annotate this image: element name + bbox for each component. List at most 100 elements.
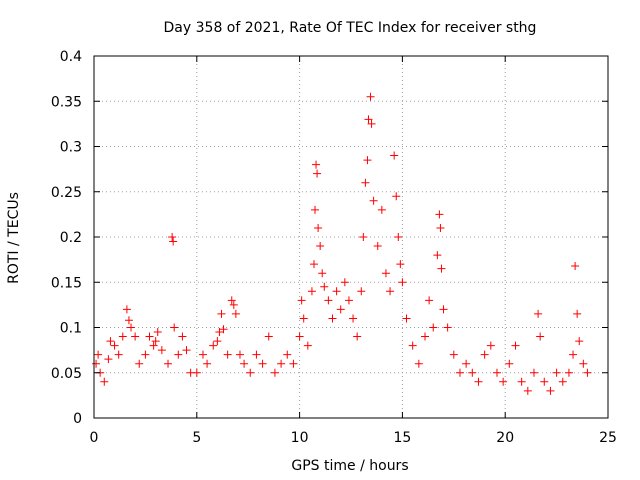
data-point: [94, 350, 103, 359]
data-point: [283, 350, 292, 359]
data-point: [569, 350, 578, 359]
data-point: [219, 325, 228, 334]
data-point: [437, 264, 446, 273]
data-point: [511, 341, 520, 350]
data-point: [313, 169, 322, 178]
data-point: [295, 332, 304, 341]
data-point: [433, 251, 442, 260]
data-point: [402, 314, 411, 323]
data-point: [366, 92, 375, 101]
data-point: [227, 296, 236, 305]
y-tick-label: 0: [73, 411, 82, 427]
data-point: [468, 368, 477, 377]
y-tick-label: 0.15: [51, 275, 82, 291]
data-point: [579, 359, 588, 368]
data-point: [328, 314, 337, 323]
data-point: [486, 341, 495, 350]
data-point: [534, 309, 543, 318]
data-point: [408, 341, 417, 350]
data-point: [455, 368, 464, 377]
data-point: [398, 278, 407, 287]
y-tick-label: 0.25: [51, 185, 82, 201]
data-point: [439, 305, 448, 314]
data-point: [135, 359, 144, 368]
data-point: [320, 282, 329, 291]
data-point: [414, 359, 423, 368]
data-point: [192, 368, 201, 377]
data-point: [151, 337, 160, 346]
data-point: [449, 350, 458, 359]
data-point: [558, 377, 567, 386]
data-point: [429, 323, 438, 332]
data-point: [435, 210, 444, 219]
data-point: [114, 350, 123, 359]
data-point: [92, 359, 101, 368]
data-point: [213, 337, 222, 346]
data-point: [373, 242, 382, 251]
data-point: [443, 323, 452, 332]
data-point: [118, 332, 127, 341]
data-point: [264, 332, 273, 341]
data-point: [436, 223, 445, 232]
data-point: [332, 287, 341, 296]
data-point: [386, 287, 395, 296]
data-point: [104, 355, 113, 364]
data-point: [492, 368, 501, 377]
data-point: [110, 341, 119, 350]
y-tick-label: 0.1: [60, 321, 82, 337]
data-point: [421, 332, 430, 341]
data-point: [153, 328, 162, 337]
data-point: [309, 260, 318, 269]
data-point: [246, 368, 255, 377]
data-point: [127, 323, 136, 332]
data-point: [340, 278, 349, 287]
data-point: [540, 377, 549, 386]
x-axis-label: GPS time / hours: [291, 458, 408, 474]
data-point: [573, 309, 582, 318]
data-point: [324, 296, 333, 305]
data-point: [367, 119, 376, 128]
data-point: [215, 328, 224, 337]
data-point: [312, 160, 321, 169]
data-points: [92, 92, 592, 395]
chart-title: Day 358 of 2021, Rate Of TEC Index for r…: [164, 20, 537, 36]
data-point: [217, 309, 226, 318]
data-point: [564, 368, 573, 377]
data-point: [529, 368, 538, 377]
data-point: [517, 377, 526, 386]
x-tick-label: 0: [90, 430, 99, 446]
x-tick-label: 10: [291, 430, 309, 446]
data-point: [571, 261, 580, 270]
data-point: [336, 305, 345, 314]
grid-lines: [94, 56, 608, 418]
data-point: [289, 359, 298, 368]
data-point: [369, 196, 378, 205]
data-point: [363, 156, 372, 165]
data-point: [164, 359, 173, 368]
data-point: [307, 287, 316, 296]
y-tick-label: 0.2: [60, 230, 82, 246]
x-tick-label: 25: [599, 430, 617, 446]
data-point: [361, 178, 370, 187]
data-point: [536, 332, 545, 341]
data-point: [425, 296, 434, 305]
data-point: [353, 332, 362, 341]
data-point: [394, 233, 403, 241]
data-point: [299, 314, 308, 323]
data-point: [174, 350, 183, 359]
data-point: [235, 350, 244, 359]
data-point: [198, 350, 207, 359]
y-tick-label: 0.05: [51, 366, 82, 382]
data-point: [462, 359, 471, 368]
data-point: [168, 233, 177, 241]
data-point: [392, 192, 401, 201]
y-tick-label: 0.35: [51, 94, 82, 110]
data-point: [523, 386, 532, 395]
data-point: [203, 359, 212, 368]
data-point: [149, 341, 158, 350]
y-axis-label: ROTI / TECUs: [6, 192, 22, 284]
data-point: [499, 377, 508, 386]
data-point: [178, 332, 187, 341]
